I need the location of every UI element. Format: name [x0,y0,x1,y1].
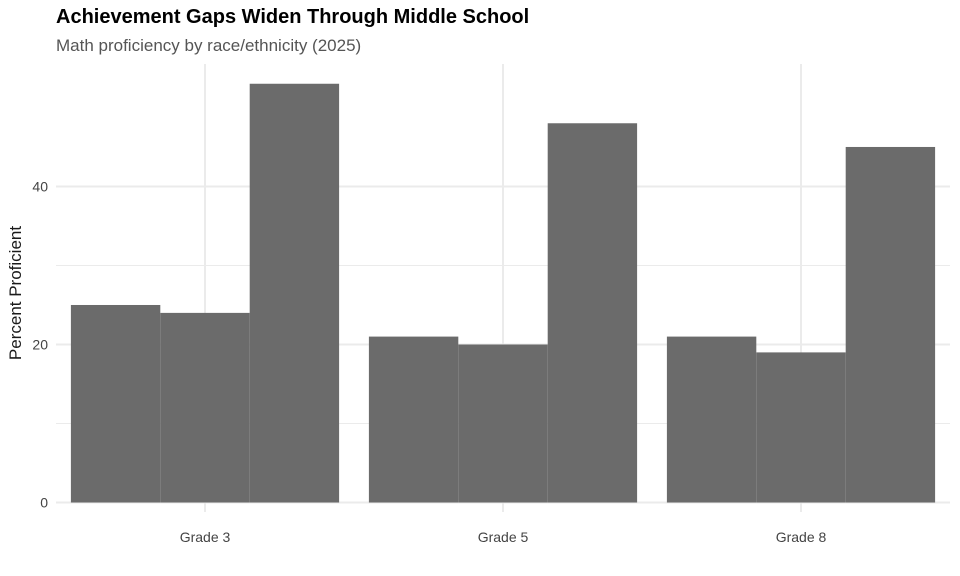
bar [756,352,846,503]
bar [368,336,459,503]
x-axis-ticks: Grade 3 Grade 5 Grade 8 [180,529,827,545]
x-tick-label: Grade 8 [776,529,827,545]
y-axis-ticks: 0 20 40 [32,178,48,510]
bar [458,344,548,503]
chart-subtitle: Math proficiency by race/ethnicity (2025… [56,36,362,55]
bar [70,304,161,503]
x-tick-label: Grade 3 [180,529,231,545]
bar [845,146,936,503]
bars [70,83,936,503]
bar [249,83,340,503]
x-tick-label: Grade 5 [478,529,529,545]
bar [547,123,638,503]
y-tick-label: 20 [32,336,48,352]
bar [160,312,250,503]
y-tick-label: 40 [32,178,48,194]
chart-title: Achievement Gaps Widen Through Middle Sc… [56,6,530,28]
bar [666,336,757,503]
y-tick-label: 0 [40,495,48,511]
